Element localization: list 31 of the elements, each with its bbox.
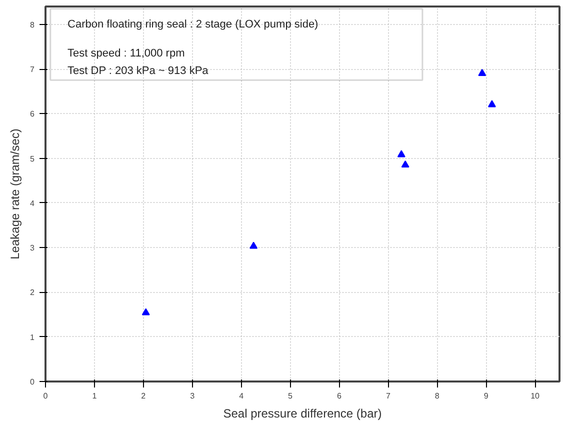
x-tick-label: 6 (336, 392, 342, 400)
y-tick-label: 6 (30, 110, 36, 119)
point (478, 68, 486, 76)
x-tick-label: 0 (43, 392, 48, 400)
y-tick-label: 7 (30, 65, 36, 74)
y-tick-label: 1 (30, 332, 36, 342)
annotation: Test DP : 203 kPa ~ 913 kPa (68, 65, 210, 78)
x-tick-label: 5 (288, 392, 294, 400)
annotation: Test speed : 11,000 rpm (68, 47, 185, 60)
y-tick-label: 3 (30, 244, 36, 253)
annotation: Carbon floating ring seal : 2 stage (LOX pump side) (68, 18, 318, 30)
x-tick-label: 8 (434, 392, 440, 400)
x-tick-label: 10 (530, 392, 540, 400)
x-tick-label: 9 (484, 392, 489, 400)
y-tick-label: 0 (30, 378, 36, 386)
y-tick-label: 2 (30, 288, 36, 298)
x-tick-label: 4 (239, 392, 244, 400)
y-tick-label: 5 (30, 154, 36, 164)
x-axis-title: Seal pressure difference (bar) (223, 406, 382, 420)
point (401, 160, 410, 168)
point (250, 242, 258, 249)
point (488, 100, 496, 108)
x-tick-label: 7 (386, 392, 391, 400)
point (397, 150, 406, 158)
point (142, 308, 150, 316)
x-tick-label: 3 (190, 392, 196, 400)
y-tick-label: 8 (30, 20, 36, 30)
y-tick-label: 4 (30, 198, 36, 208)
y-axis-title: Leakage rate (gram/sec) (8, 128, 22, 260)
x-tick-label: 2 (141, 392, 146, 400)
x-tick-label: 1 (92, 392, 98, 400)
